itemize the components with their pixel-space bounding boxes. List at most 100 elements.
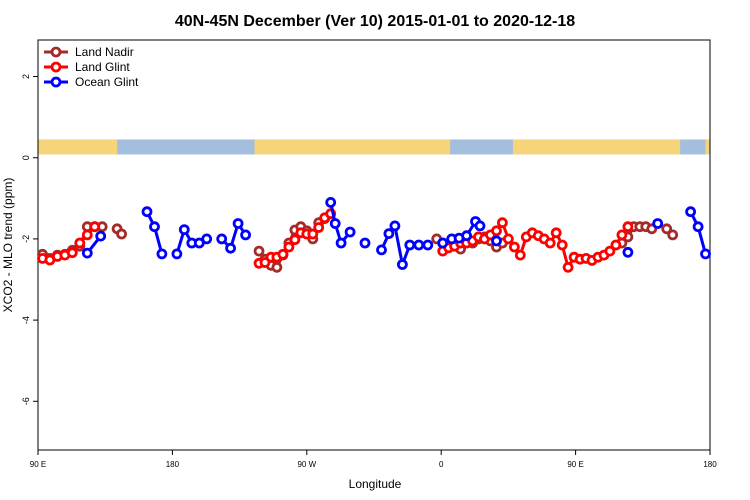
data-point-land-glint [277,248,289,260]
data-point-ocean-glint [344,226,356,238]
data-point-land-glint [496,217,508,229]
series-line-ocean-glint [145,211,164,255]
land-ocean-strip [38,139,710,155]
data-point-land-glint [514,249,526,261]
series-layer [37,196,711,273]
data-point-ocean-glint [81,247,93,259]
x-axis: 90 E 180 90 W 0 90 E 180 [30,450,717,469]
data-point-ocean-glint [700,248,711,260]
data-point-ocean-glint [404,239,416,251]
data-point-ocean-glint [622,246,634,258]
data-point-land-glint [81,229,93,241]
chart-title: 40N-45N December (Ver 10) 2015-01-01 to … [175,13,575,30]
land-band [705,139,710,155]
data-point-land-glint [307,228,319,240]
series-ocean-glint [81,196,711,270]
data-point-land-glint [283,241,295,253]
legend-item-land-nadir: Land Nadir [44,45,134,59]
data-point-land-glint [89,221,101,233]
y-axis: -6 -4 -2 0 2 [21,74,38,405]
y-tick-label: -6 [21,397,31,405]
data-point-ocean-glint [216,233,228,245]
x-tick-label: 90 W [297,460,316,469]
data-point-land-glint [509,241,520,253]
data-point-ocean-glint [141,206,153,218]
data-point-land-glint [544,237,556,249]
data-point-land-glint [604,245,616,257]
x-tick-label: 180 [166,460,180,469]
data-point-ocean-glint [461,230,473,242]
data-point-land-glint [289,234,301,246]
y-tick-label: -2 [21,235,31,243]
data-point-ocean-glint [329,218,341,229]
data-point-ocean-glint [491,235,502,247]
legend-marker-ocean-glint [50,76,62,88]
data-point-land-nadir [667,229,679,241]
land-band [254,139,451,155]
data-point-land-glint [66,247,78,259]
data-point-ocean-glint [225,242,237,254]
data-point-land-glint [556,239,568,251]
y-tick-label: -4 [21,316,31,324]
data-point-land-glint [491,225,502,237]
data-point-ocean-glint [376,244,387,256]
data-point-land-nadir [271,261,283,273]
data-point-land-nadir [253,245,265,257]
y-axis-title: XCO2 - MLO trend (ppm) [1,178,15,313]
data-point-ocean-glint [383,228,395,240]
data-point-land-glint [313,222,325,233]
data-point-ocean-glint [437,237,449,249]
series-line-ocean-glint [689,211,707,255]
series-land-glint [37,208,634,273]
series-line-ocean-glint [329,202,352,245]
data-point-ocean-glint [652,218,664,229]
data-point-ocean-glint [474,220,486,232]
land-band [38,139,118,155]
data-point-ocean-glint [149,221,160,233]
data-point-land-nadir [661,223,673,235]
data-point-ocean-glint [95,230,107,242]
data-point-ocean-glint [413,239,425,251]
data-point-ocean-glint [232,218,244,229]
legend-marker-land-glint [50,61,62,73]
data-point-ocean-glint [201,233,213,245]
data-point-ocean-glint [325,196,337,208]
x-tick-label: 90 E [30,460,46,469]
x-axis-title: Longitude [349,477,402,491]
y-tick-label: 2 [21,74,31,79]
data-point-ocean-glint [685,206,696,218]
data-point-land-glint [550,227,562,239]
data-point-land-glint [502,233,514,245]
legend-item-land-glint: Land Glint [44,60,130,74]
data-point-ocean-glint [178,224,190,236]
data-point-land-glint [74,237,86,249]
legend-label-land-nadir: Land Nadir [75,45,134,59]
data-point-ocean-glint [422,239,434,251]
land-band [512,139,681,155]
x-tick-label: 0 [439,460,444,469]
data-point-ocean-glint [240,229,252,241]
data-point-ocean-glint [692,221,704,233]
data-point-land-glint [562,261,574,273]
x-tick-label: 180 [703,460,717,469]
data-point-land-glint [622,221,634,233]
data-point-land-glint [616,229,628,241]
plot-frame [37,39,711,451]
series-line-ocean-glint [220,222,247,250]
data-point-ocean-glint [156,248,168,260]
data-point-ocean-glint [171,248,183,260]
y-tick-label: 0 [21,155,31,160]
data-point-land-glint [610,239,622,251]
x-tick-label: 90 E [567,460,583,469]
data-point-ocean-glint [359,237,371,249]
legend-item-ocean-glint: Ocean Glint [44,75,139,89]
legend-label-ocean-glint: Ocean Glint [75,75,139,89]
legend-marker-land-nadir [50,46,62,58]
legend: Land Nadir Land Glint Ocean Glint [44,45,139,89]
data-point-ocean-glint [396,259,408,270]
data-point-land-nadir [116,228,127,240]
legend-label-land-glint: Land Glint [75,60,130,74]
data-point-ocean-glint [335,237,347,249]
data-point-ocean-glint [389,220,401,232]
